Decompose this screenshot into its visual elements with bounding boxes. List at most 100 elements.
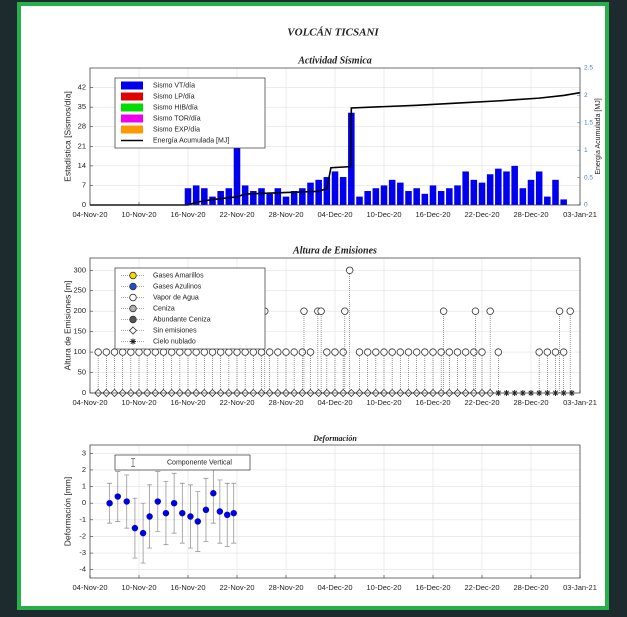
bar [544, 197, 551, 205]
data-point [171, 500, 177, 506]
bar [454, 185, 461, 205]
x-tick-label: 03-Jan-21 [563, 398, 597, 407]
y-tick-label: 21 [78, 141, 86, 150]
emission-point [318, 308, 325, 315]
y-tick-label: 200 [73, 306, 86, 315]
legend-marker [130, 272, 137, 279]
y2-axis-label: Energía Acumulada [MJ] [595, 98, 602, 174]
bar [324, 177, 331, 205]
emission-point [299, 349, 306, 356]
y-tick-label: 0 [82, 498, 86, 507]
bar [364, 191, 371, 205]
y-tick-label: 250 [73, 286, 86, 295]
screenshot: VOLCÁN TICSANI Actividad Sísmica07142128… [0, 0, 627, 617]
bar [201, 188, 208, 205]
x-tick-label: 22-Dec-20 [464, 210, 499, 219]
legend-swatch [121, 104, 143, 112]
bar [299, 188, 306, 205]
data-point [115, 493, 121, 499]
x-tick-label: 04-Dec-20 [317, 398, 352, 407]
emission-point [487, 308, 494, 315]
emission-point [119, 349, 126, 356]
bar [430, 185, 437, 205]
chart-title: Deformación [312, 434, 357, 443]
y2-tick-label: 2 [584, 92, 588, 99]
emission-point [567, 308, 574, 315]
emission-point [346, 267, 353, 274]
data-point [124, 498, 130, 504]
y-tick-label: -2 [79, 531, 86, 540]
emission-point [193, 349, 200, 356]
x-tick-label: 04-Nov-20 [72, 210, 107, 219]
bar [405, 191, 412, 205]
bar [226, 188, 233, 205]
bar [397, 183, 404, 205]
bar [552, 180, 559, 205]
x-tick-label: 04-Dec-20 [317, 583, 352, 592]
emission-point [397, 349, 404, 356]
emission-point [430, 349, 437, 356]
legend-marker [130, 283, 137, 290]
emission-point [342, 308, 349, 315]
chart-title: Actividad Sísmica [297, 55, 372, 66]
y2-tick-label: 0.5 [584, 174, 593, 181]
legend-marker [130, 316, 137, 323]
legend-label: Sismo HIB/día [153, 104, 198, 111]
x-tick-label: 28-Dec-20 [513, 398, 548, 407]
x-tick-label: 03-Jan-21 [563, 583, 597, 592]
x-tick-label: 28-Nov-20 [268, 398, 303, 407]
emission-point [389, 349, 396, 356]
bar [307, 183, 314, 205]
legend-label: Sismo LP/día [153, 93, 195, 100]
emission-point [440, 308, 447, 315]
y-tick-label: 35 [78, 102, 86, 111]
y2-tick-label: 1 [584, 147, 588, 154]
bar [487, 174, 494, 205]
emission-point [544, 349, 551, 356]
emission-point [536, 349, 543, 356]
emission-point [177, 349, 184, 356]
data-point [179, 510, 185, 516]
bar [560, 199, 567, 205]
bar [315, 180, 322, 205]
y-tick-label: 0 [82, 388, 86, 397]
x-tick-label: 22-Dec-20 [464, 398, 499, 407]
y-axis-label: Estadística [Sismos/día] [62, 91, 72, 182]
emission-point [144, 349, 151, 356]
x-tick-label: 16-Nov-20 [170, 583, 205, 592]
bar [258, 188, 265, 205]
emission-point [556, 308, 563, 315]
emission-point [472, 308, 479, 315]
y-tick-label: 100 [73, 347, 86, 356]
legend-label: Cielo nublado [153, 338, 196, 345]
y-tick-label: 42 [78, 83, 86, 92]
bar [413, 188, 420, 205]
emission-point [217, 349, 224, 356]
data-point [132, 525, 138, 531]
emission-point [364, 349, 371, 356]
x-tick-label: 28-Dec-20 [513, 210, 548, 219]
emission-point [413, 349, 420, 356]
y-tick-label: 0 [82, 200, 86, 209]
bar [266, 194, 273, 205]
legend-label: Sismo EXP/día [153, 126, 200, 133]
x-tick-label: 22-Nov-20 [219, 398, 254, 407]
data-point [106, 500, 112, 506]
x-tick-label: 04-Nov-20 [72, 398, 107, 407]
bar [356, 197, 363, 205]
emission-point [495, 349, 502, 356]
data-point [210, 490, 216, 496]
legend-swatch [121, 115, 143, 123]
emission-point [301, 308, 308, 315]
x-tick-label: 16-Nov-20 [170, 398, 205, 407]
emission-point [226, 349, 233, 356]
legend-label: Componente Vertical [167, 459, 232, 466]
emission-point [332, 349, 339, 356]
bar [528, 180, 535, 205]
emission-point [462, 349, 469, 356]
emission-point [324, 349, 331, 356]
bar [283, 197, 290, 205]
y-tick-label: -1 [79, 515, 86, 524]
emission-point [160, 349, 167, 356]
legend-label: Gases Azulinos [153, 283, 202, 290]
